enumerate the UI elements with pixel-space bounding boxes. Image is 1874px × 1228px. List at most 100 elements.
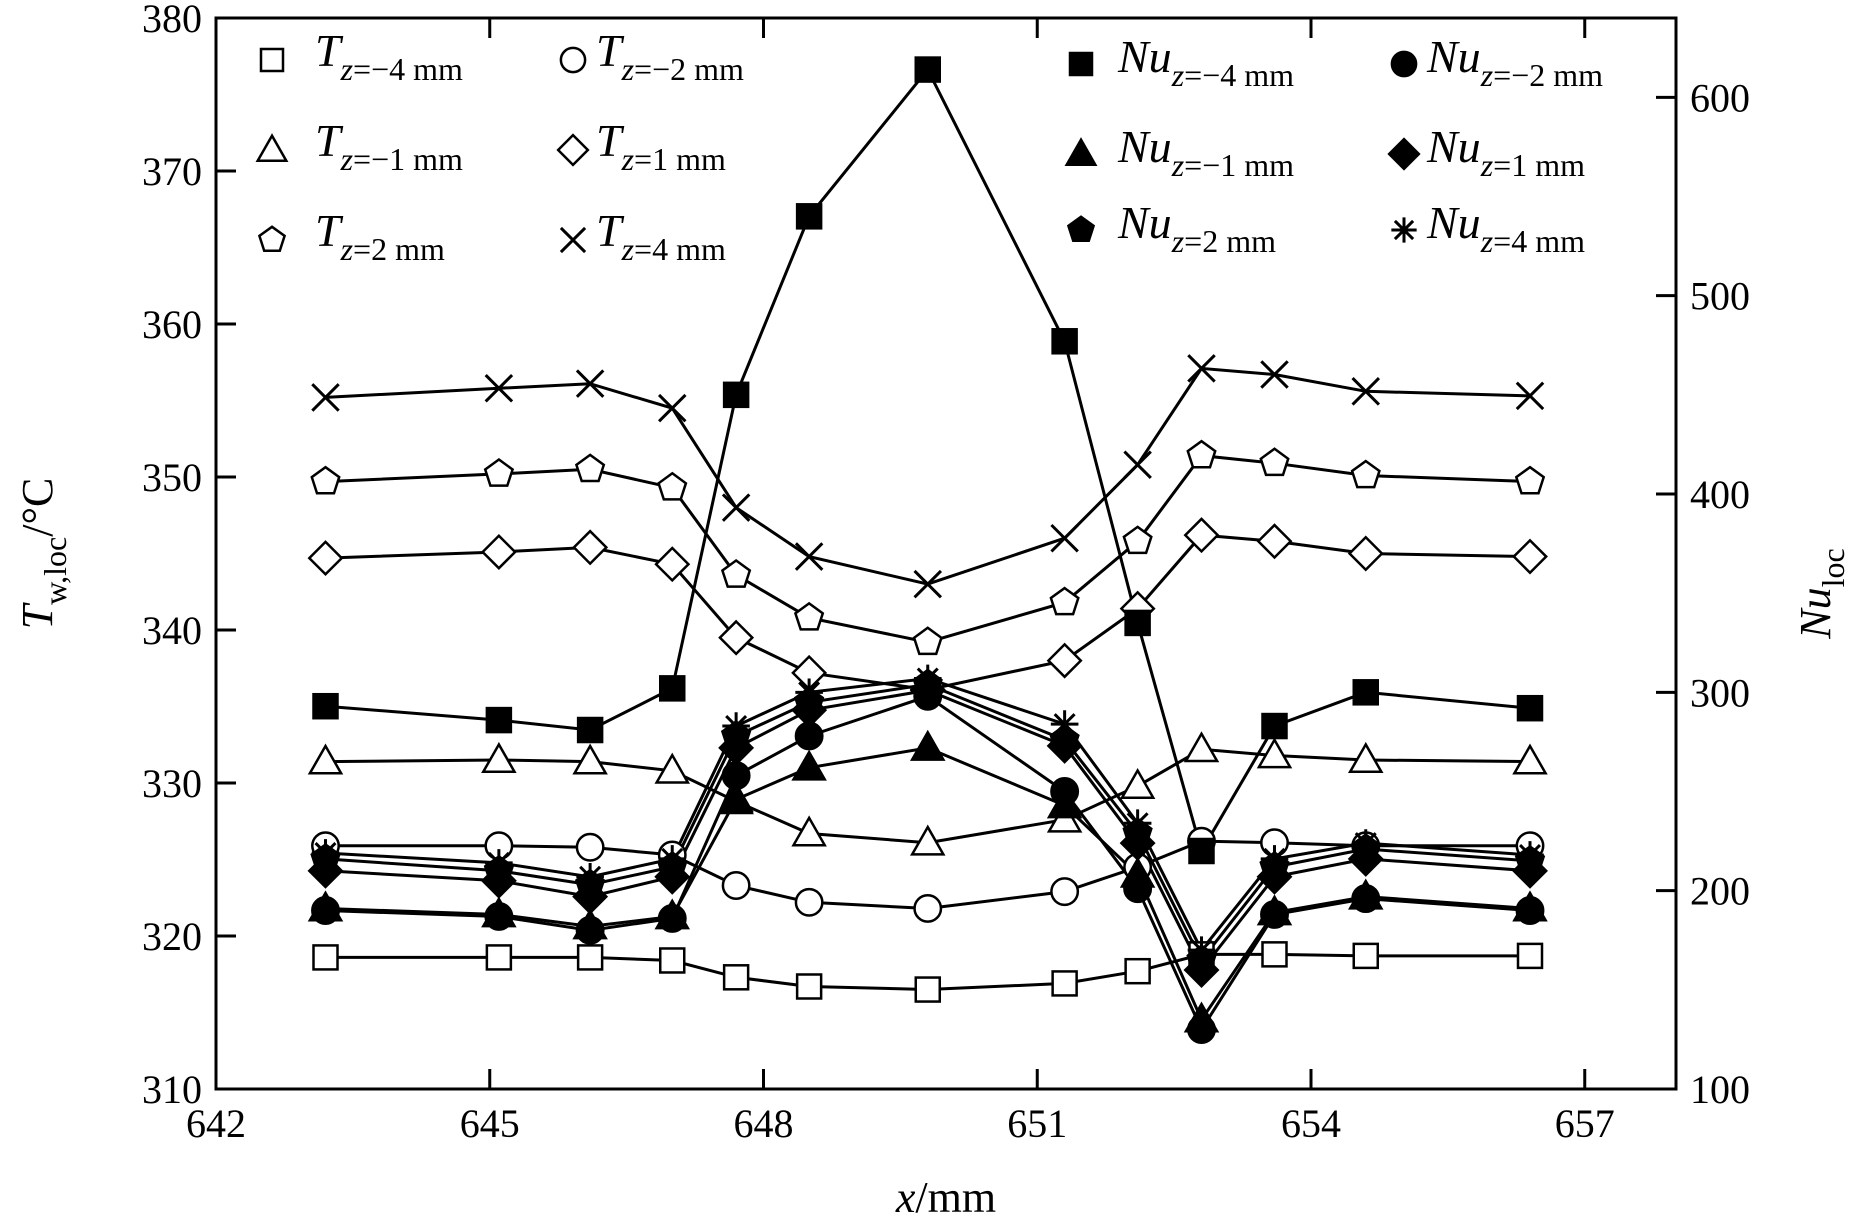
legend-item-11: Nuz=4 mm [1391, 197, 1585, 259]
y-right-tick-label: 200 [1690, 869, 1750, 914]
legend-label-5: Tz=4 mm [596, 205, 726, 267]
axis-titles: x/mm Tw,loc/°C Nuloc [13, 478, 1851, 1222]
y-right-tick-label: 100 [1690, 1067, 1750, 1112]
data-point-series-2 [791, 815, 827, 847]
data-point-series-1 [794, 887, 824, 917]
data-point-series-8 [572, 908, 608, 940]
data-point-series-8 [1347, 878, 1384, 910]
legend-item-4: Tz=2 mm [257, 205, 445, 267]
data-point-series-2 [1512, 743, 1548, 775]
data-point-series-5 [1515, 381, 1545, 411]
data-point-series-5 [1187, 354, 1216, 383]
data-point-series-1 [575, 832, 605, 862]
data-point-series-2 [654, 752, 691, 784]
data-point-series-3 [1256, 523, 1293, 560]
data-point-series-6 [1352, 679, 1379, 706]
data-point-series-11 [576, 862, 604, 891]
legend-label-2: Tz=−1 mm [315, 115, 463, 177]
x-tick-label: 642 [186, 1101, 246, 1146]
data-point-series-4 [1186, 439, 1217, 469]
data-point-series-5 [311, 383, 340, 412]
legend-label-11: Nuz=4 mm [1426, 197, 1585, 259]
data-point-series-6 [312, 692, 339, 720]
y-right-tick-label: 600 [1690, 75, 1750, 120]
data-point-series-8 [791, 749, 827, 781]
data-point-series-4 [1049, 586, 1080, 616]
data-point-series-11 [913, 664, 942, 693]
axis-ticks: 642 645 648 651 654 657 310 320 330 340 350 360 370 3… [142, 0, 1750, 1146]
data-point-series-5 [1123, 450, 1152, 480]
data-point-series-8 [1119, 856, 1156, 888]
data-point-series-4 [1122, 525, 1153, 555]
legend-label-6: Nuz=−4 mm [1117, 31, 1294, 93]
legend-item-2: Tz=−1 mm [255, 115, 463, 177]
y-left-tick-label: 350 [142, 455, 202, 500]
data-point-series-0 [1261, 941, 1288, 968]
data-point-series-3 [1347, 535, 1384, 572]
y-right-axis-title: Nuloc [1791, 548, 1851, 639]
data-point-series-0 [659, 947, 686, 974]
legend-label-4: Tz=2 mm [315, 205, 445, 267]
y-left-tick-label: 380 [142, 0, 202, 41]
data-point-series-3 [572, 529, 609, 566]
data-point-series-0 [795, 973, 823, 1000]
data-point-series-0 [1516, 942, 1544, 970]
data-point-series-11 [1516, 841, 1544, 869]
data-point-series-4 [1350, 459, 1381, 489]
data-point-series-5 [575, 369, 605, 398]
data-point-series-3 [718, 619, 755, 656]
data-point-series-2 [1119, 767, 1156, 800]
data-point-series-4 [1259, 447, 1290, 477]
data-point-series-0 [1124, 957, 1151, 985]
data-point-series-5 [913, 569, 943, 599]
x-axis-title: x/mm [895, 1173, 996, 1222]
y-left-tick-label: 320 [142, 914, 202, 959]
data-point-series-11 [1260, 845, 1289, 873]
legend-marker-2 [255, 133, 289, 162]
data-point-series-8 [307, 890, 344, 922]
data-point-series-11 [1351, 829, 1380, 857]
data-point-series-0 [576, 944, 604, 971]
legend-item-5: Tz=4 mm [559, 205, 726, 267]
legend-item-3: Tz=1 mm [556, 115, 726, 177]
data-point-series-1 [721, 871, 751, 900]
legend: Tz=−4 mm Tz=−2 mm Tz=−1 mm Tz=1 mm Tz=2 mm Tz… [255, 25, 1603, 267]
y-left-tick-label: 330 [142, 761, 202, 806]
data-point-series-4 [912, 626, 943, 656]
y-left-tick-label: 370 [142, 149, 202, 194]
x-tick-label: 645 [460, 1101, 520, 1146]
data-point-series-8 [1256, 894, 1293, 926]
legend-marker-8 [1064, 137, 1098, 166]
data-point-series-8 [909, 729, 946, 761]
data-point-series-8 [481, 896, 517, 928]
data-point-series-5 [484, 373, 514, 403]
y-left-tick-label: 340 [142, 608, 202, 653]
data-point-series-3 [1183, 517, 1220, 554]
data-point-series-0 [914, 976, 941, 1003]
plot-area-frame [214, 16, 1678, 1091]
data-point-series-6 [1188, 837, 1215, 865]
data-point-series-6 [722, 381, 750, 409]
legend-label-3: Tz=1 mm [596, 115, 726, 177]
x-tick-label: 651 [1007, 1101, 1067, 1146]
legend-item-1: Tz=−2 mm [559, 25, 744, 87]
data-point-series-11 [485, 849, 513, 877]
x-tick-label: 654 [1281, 1101, 1341, 1146]
data-point-series-8 [1046, 787, 1083, 819]
data-point-series-11 [658, 845, 687, 873]
data-point-series-6 [914, 56, 941, 83]
data-point-series-2 [572, 743, 608, 775]
legend-label-0: Tz=−4 mm [315, 25, 463, 87]
data-point-series-11 [722, 712, 750, 740]
data-point-series-0 [1352, 942, 1379, 970]
data-point-series-5 [1260, 360, 1289, 389]
legend-marker-4 [257, 225, 287, 252]
data-point-series-6 [576, 716, 604, 744]
legend-label-8: Nuz=−1 mm [1117, 121, 1294, 183]
data-point-series-4 [483, 457, 515, 487]
y-left-tick-label: 310 [142, 1067, 202, 1112]
data-point-series-8 [1183, 1001, 1220, 1033]
legend-marker-11 [1391, 217, 1417, 243]
